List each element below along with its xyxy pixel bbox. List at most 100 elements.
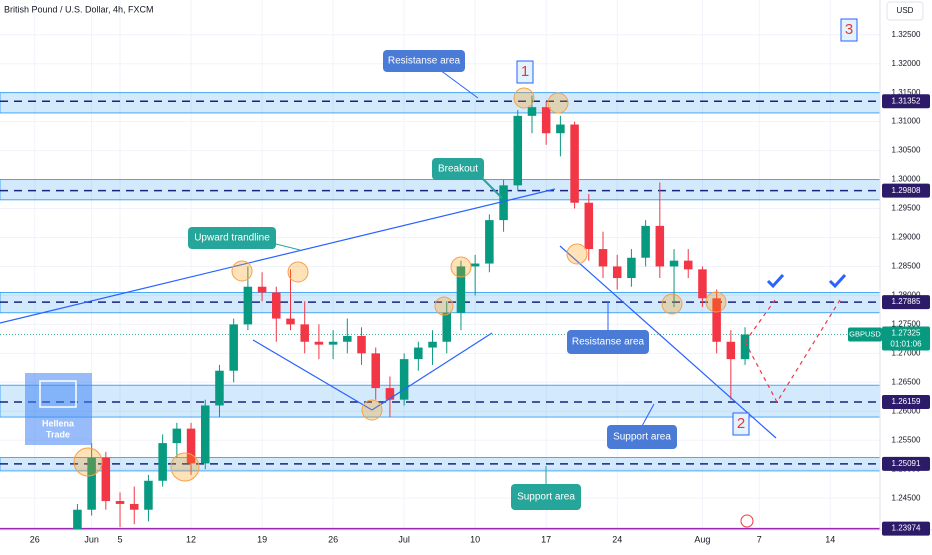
currency-button[interactable] [886, 1, 924, 21]
level-price: 1.31352 [892, 96, 921, 105]
last-price: 1.27325 [892, 329, 921, 338]
candle-body [357, 335, 366, 354]
callout-box [188, 227, 276, 249]
level-price: 1.26159 [892, 397, 921, 406]
candle-body [399, 359, 409, 400]
candle-body [257, 286, 267, 293]
callout-text: Resistanse area [388, 56, 461, 67]
candle-body [101, 457, 111, 502]
candle-body [428, 341, 437, 348]
highlight-circle [73, 447, 103, 477]
y-tick-label: 1.29500 [892, 204, 921, 213]
highlight-circle [513, 87, 535, 109]
candle-body [712, 298, 721, 342]
callout-box [432, 158, 484, 180]
candle-body [172, 428, 182, 444]
drawings: Resistanse area Breakout Upward trandlin… [0, 18, 858, 528]
level-price-tag [882, 295, 930, 310]
callout-box [383, 50, 465, 72]
candle-body [655, 225, 665, 267]
projection [744, 299, 776, 343]
level-price-tag [882, 395, 930, 410]
candle-body [314, 341, 324, 345]
y-tick-label: 1.30000 [892, 175, 921, 184]
level-price: 1.25091 [892, 459, 921, 468]
trendline [252, 339, 373, 411]
candle-body [371, 353, 380, 389]
candle-body [669, 260, 679, 267]
candle-body [641, 225, 650, 258]
x-tick-label: 19 [257, 534, 267, 544]
y-tick-label: 1.31500 [892, 88, 921, 97]
x-tick-label: 5 [118, 534, 123, 544]
y-tick-label: 1.32000 [892, 59, 921, 68]
candle-body [385, 388, 395, 400]
wave-label: 2 [737, 415, 745, 432]
candle-body [456, 266, 466, 313]
callout-text: Support area [613, 432, 671, 443]
watermark-text: Trade [46, 429, 70, 439]
candle-body [215, 370, 224, 406]
candle-body [612, 266, 622, 279]
callout-text: Upward trandline [194, 233, 270, 244]
candle-body [541, 107, 551, 134]
level-price: 1.27885 [892, 297, 921, 306]
callout-pointer [481, 177, 503, 199]
trendline [0, 188, 556, 324]
y-tick-label: 1.27000 [892, 348, 921, 357]
trendline [371, 332, 493, 411]
candle-body [527, 107, 537, 116]
x-tick-label: Jul [398, 534, 410, 544]
candle-body [229, 324, 238, 371]
level-price-tag [882, 94, 930, 109]
highlight-circle [231, 260, 253, 282]
level-zone [0, 179, 881, 201]
wave-label-box [732, 412, 750, 436]
x-tick-label: 26 [30, 534, 40, 544]
candle-body [570, 124, 579, 203]
candle-body [87, 457, 96, 510]
highlight-circle [566, 243, 588, 265]
level-zone [0, 92, 881, 114]
candle-body [414, 347, 423, 360]
highlight-circle [547, 92, 569, 114]
candle-body [73, 509, 82, 533]
x-tick-label: 24 [612, 534, 622, 544]
highlight-circle [434, 296, 454, 316]
highlight-circle [705, 291, 727, 313]
y-tick-label: 1.29000 [892, 233, 921, 242]
wave-label: 1 [521, 63, 529, 80]
candle-body [598, 249, 608, 267]
x-tick-label: 14 [825, 534, 835, 544]
candle-body [740, 334, 750, 360]
candle-body [726, 341, 736, 360]
candle-body [201, 405, 210, 464]
callout-box [511, 484, 581, 510]
level-price: 1.23974 [892, 524, 921, 533]
callout-pointer [641, 403, 655, 427]
callout-text: Resistanse area [572, 337, 645, 348]
symbol-tag [848, 327, 882, 342]
callout-text: Breakout [438, 164, 478, 175]
candle-body [683, 260, 693, 270]
highlight-circle [287, 261, 309, 283]
highlight-circle [450, 256, 472, 278]
candle-body [300, 324, 309, 342]
candle-body [698, 269, 707, 299]
level-price-tag [882, 456, 930, 471]
candle-body [328, 341, 338, 345]
candle-body [272, 292, 281, 319]
event-icon[interactable] [740, 514, 754, 528]
candle-body [584, 202, 594, 250]
watermark-text: Hellena [42, 418, 75, 428]
y-tick-label: 1.25500 [892, 435, 921, 444]
wave-label-box [840, 18, 858, 42]
x-tick-label: Aug [694, 534, 710, 544]
chart-title: British Pound / U.S. Dollar, 4h, FXCM [4, 4, 154, 14]
y-tick-label: 1.31000 [892, 117, 921, 126]
level-price-tag [882, 183, 930, 198]
y-tick-label: 1.24500 [892, 493, 921, 502]
callout-box [567, 330, 649, 354]
symbol: GBPUSD [849, 329, 881, 338]
